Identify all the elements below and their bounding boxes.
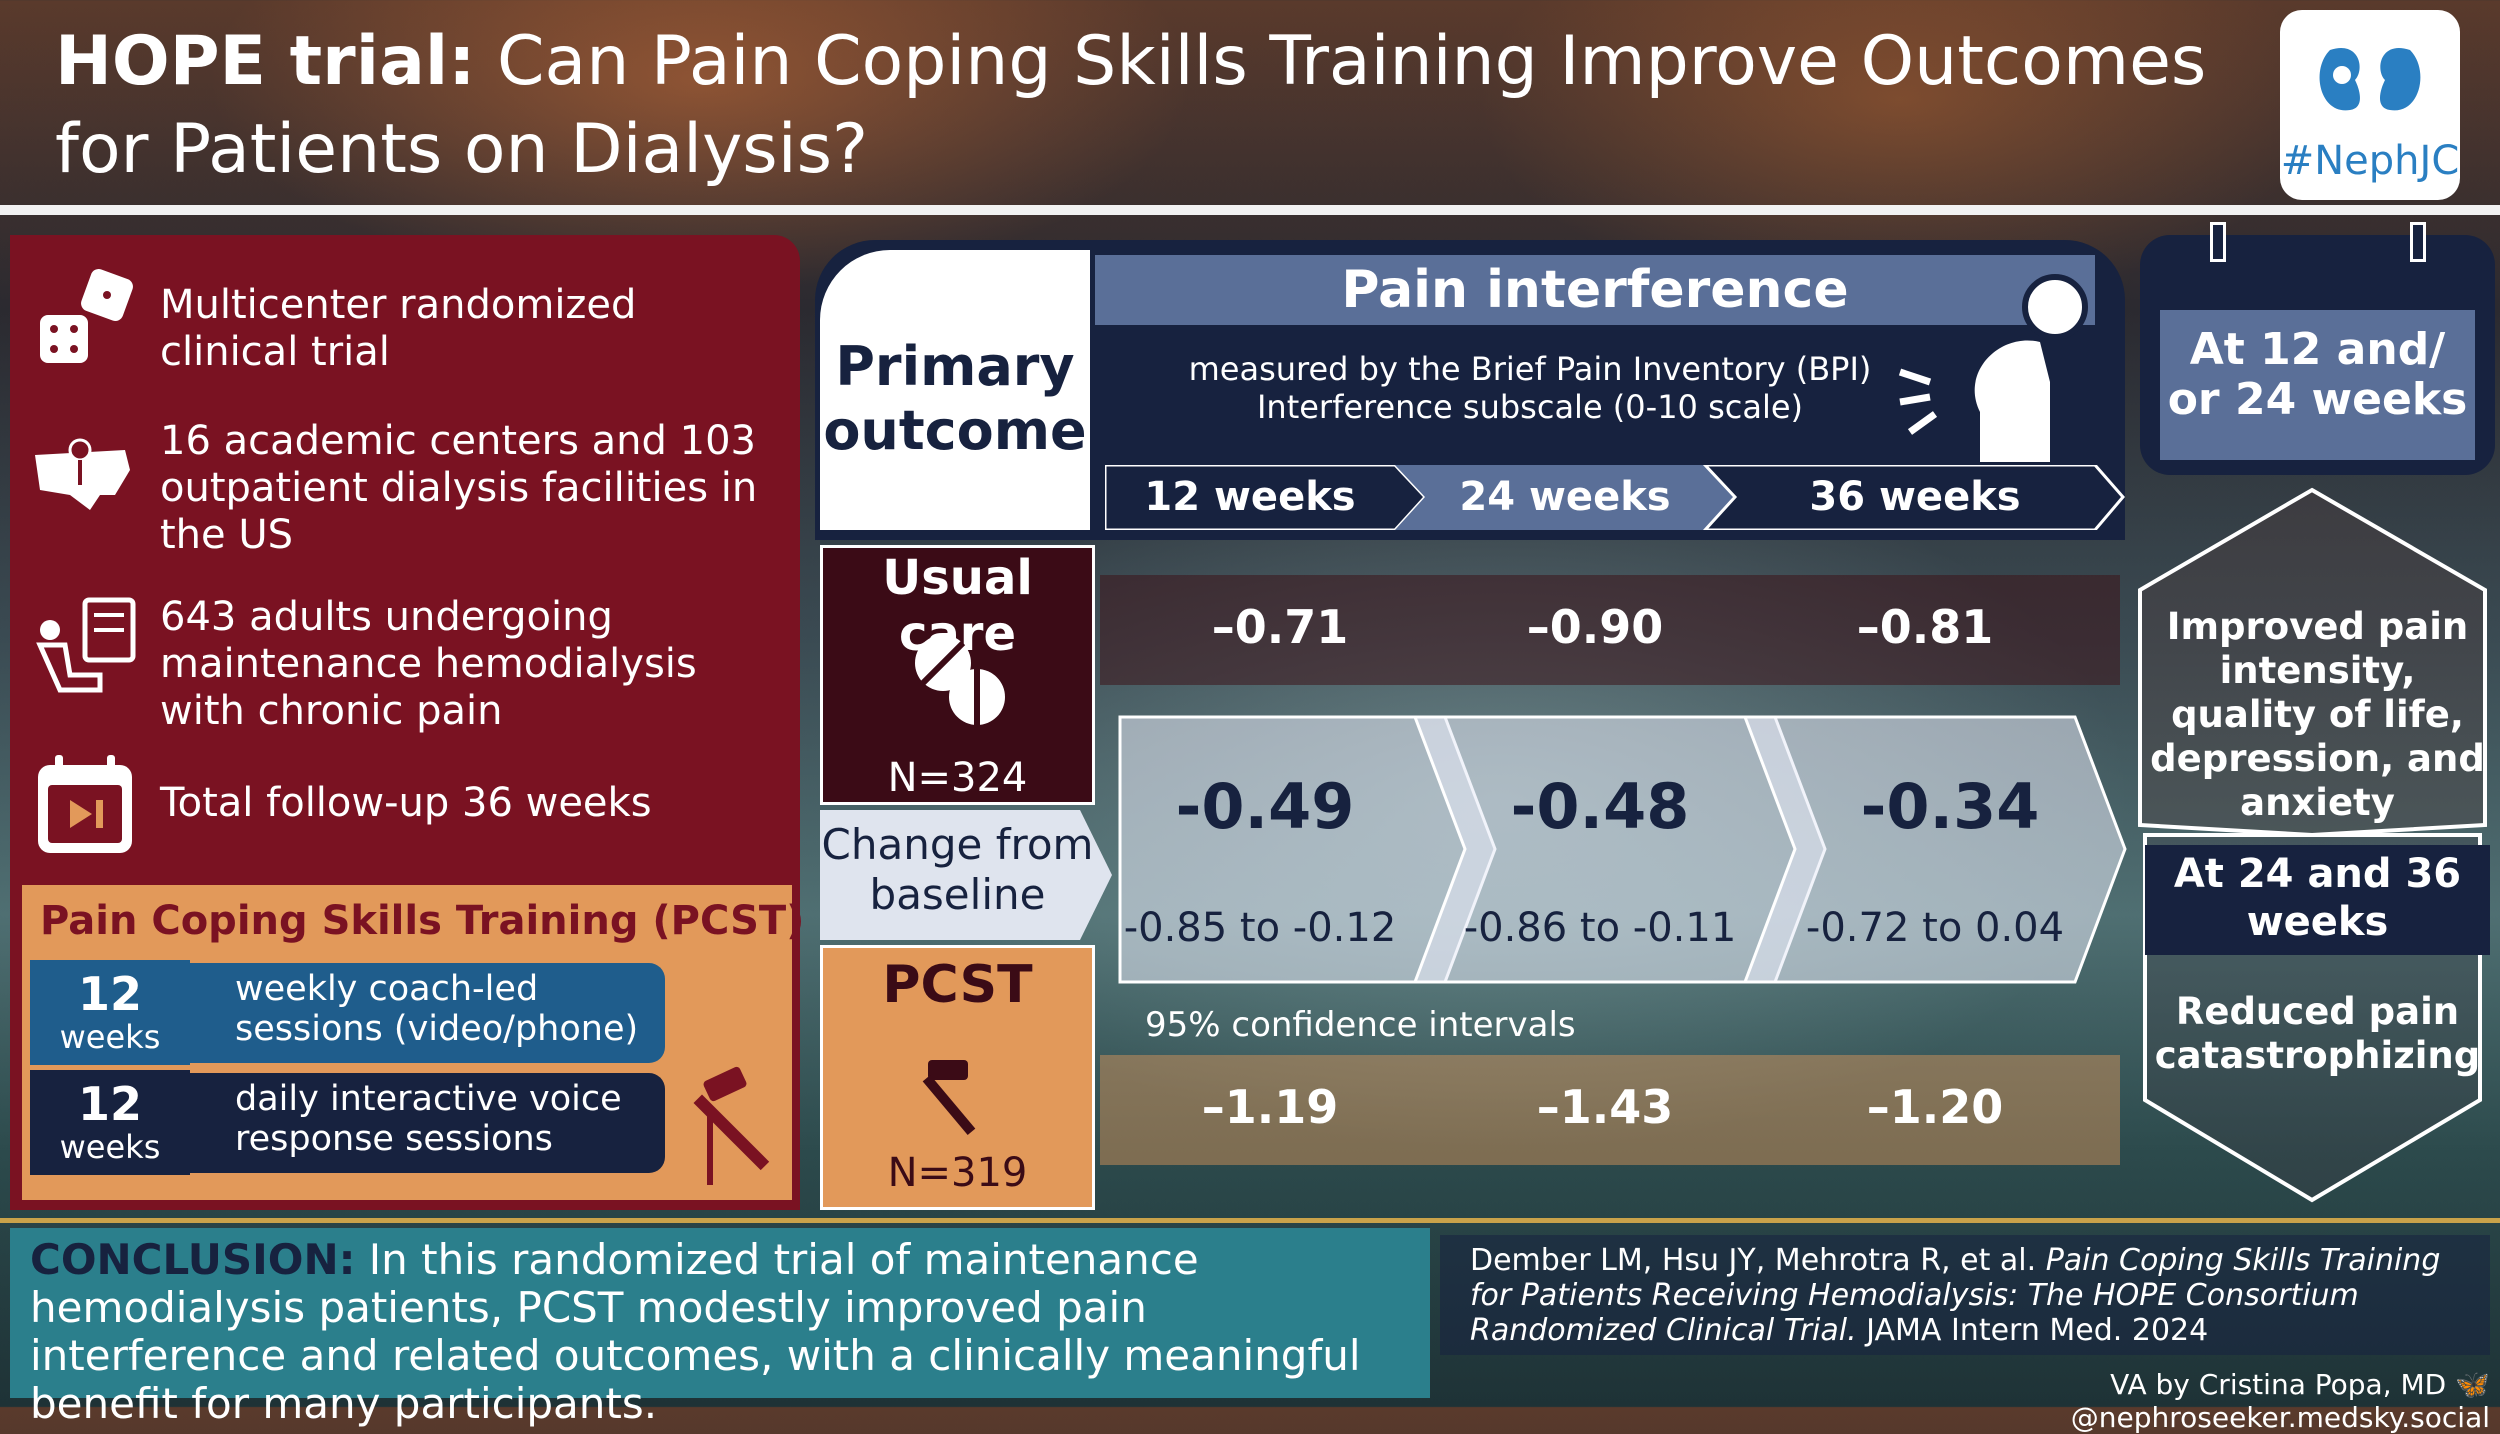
usual-care-36w: –0.81 bbox=[1856, 600, 1994, 654]
timepoint-12: 12 weeks bbox=[1144, 474, 1356, 520]
timepoint-bar: 12 weeks 24 weeks 36 weeks bbox=[1105, 465, 2125, 530]
phase1-duration: 12 weeks bbox=[30, 960, 190, 1065]
usual-care-12w: –0.71 bbox=[1211, 600, 1349, 654]
difference-24w: -0.48 bbox=[1510, 770, 1690, 843]
pcst-row bbox=[1100, 1055, 2120, 1165]
kidney-icon bbox=[2319, 47, 2421, 111]
reference-title: Pain Coping Skills Training for Patients… bbox=[1470, 1243, 2441, 1348]
phase2-unit: weeks bbox=[59, 1128, 161, 1166]
primary-outcome-label: Primary outcome bbox=[823, 335, 1087, 462]
study-sites: 16 academic centers and 103 outpatient d… bbox=[160, 418, 758, 558]
phase1-unit: weeks bbox=[59, 1018, 161, 1056]
pain-interference-title: Pain interference bbox=[1095, 255, 2095, 325]
ci-24w: -0.86 to -0.11 bbox=[1463, 905, 1737, 951]
secondary-timing-1: At 12 and/ or 24 weeks bbox=[2167, 324, 2468, 425]
study-population: 643 adults undergoing maintenance hemodi… bbox=[160, 594, 697, 734]
divider bbox=[0, 205, 2500, 215]
primary-outcome-card bbox=[820, 250, 1090, 530]
follow-up: Total follow-up 36 weeks bbox=[160, 780, 652, 826]
usual-care-n: N=324 bbox=[887, 755, 1028, 801]
usual-care-24w: –0.90 bbox=[1526, 600, 1664, 654]
secondary-result-1: Improved pain intensity, quality of life… bbox=[2150, 605, 2485, 824]
hammer-nail-icon bbox=[693, 1066, 770, 1185]
pcst-24w: –1.43 bbox=[1536, 1080, 1674, 1134]
phase1-text: weekly coach-led sessions (video/phone) bbox=[235, 969, 639, 1049]
timepoint-arrows bbox=[1105, 465, 2125, 530]
reference: Dember LM, Hsu JY, Mehrotra R, et al. Pa… bbox=[1440, 1235, 2490, 1355]
nephjc-logo: #NephJC bbox=[2280, 10, 2460, 200]
credit-author: VA by Cristina Popa, MD bbox=[2110, 1368, 2447, 1401]
study-type: Multicenter randomized clinical trial bbox=[160, 282, 637, 375]
conclusion-text: In this randomized trial of maintenance … bbox=[30, 1235, 1361, 1428]
pcst-title: Pain Coping Skills Training (PCST) bbox=[40, 898, 805, 944]
phase2-sessions: daily interactive voice response session… bbox=[190, 1073, 665, 1173]
phase1-sessions: weekly coach-led sessions (video/phone) bbox=[190, 963, 665, 1063]
ci-note: 95% confidence intervals bbox=[1145, 1005, 1576, 1045]
difference-12w: -0.49 bbox=[1175, 770, 1355, 843]
phase2-duration: 12 weeks bbox=[30, 1070, 190, 1175]
secondary-timing-2-box bbox=[2145, 845, 2490, 955]
pcst-arm-n: N=319 bbox=[887, 1150, 1028, 1196]
credit: VA by Cristina Popa, MD 🦋 @nephroseeker.… bbox=[1840, 1368, 2490, 1434]
change-from-baseline-label: Change from baseline bbox=[821, 820, 1094, 919]
phase2-number: 12 bbox=[77, 1077, 142, 1131]
pcst-arm-label: PCST bbox=[882, 955, 1033, 1015]
pcst-36w: –1.20 bbox=[1866, 1080, 2004, 1134]
reference-journal: JAMA Intern Med. 2024 bbox=[1866, 1313, 2209, 1348]
dice-icon bbox=[40, 269, 133, 363]
secondary-timing-2: At 24 and 36 weeks bbox=[2173, 851, 2462, 945]
back-pain-icon bbox=[1898, 274, 2088, 462]
logo-tag: #NephJC bbox=[2280, 138, 2460, 184]
reference-authors: Dember LM, Hsu JY, Mehrotra R, et al. bbox=[1470, 1243, 2037, 1278]
ci-12w: -0.85 to -0.12 bbox=[1123, 905, 1397, 951]
phase2-text: daily interactive voice response session… bbox=[235, 1079, 622, 1159]
usual-care-row bbox=[1100, 575, 2120, 685]
pcst-12w: –1.19 bbox=[1201, 1080, 1339, 1134]
bluesky-icon: 🦋 bbox=[2455, 1368, 2490, 1401]
timing-calendar-inner bbox=[2160, 310, 2475, 460]
title-bold: HOPE trial: bbox=[55, 22, 476, 101]
difference-36w: -0.34 bbox=[1860, 770, 2040, 843]
conclusion-box: CONCLUSION: In this randomized trial of … bbox=[10, 1228, 1430, 1428]
pcst-arm-box bbox=[820, 945, 1095, 1210]
us-map-pin-icon bbox=[35, 438, 130, 510]
pills-icon bbox=[915, 635, 1005, 725]
secondary-result-2: Reduced pain catastrophizing bbox=[2154, 990, 2481, 1077]
change-from-baseline-arrow bbox=[820, 810, 1112, 940]
page-title: HOPE trial: Can Pain Coping Skills Train… bbox=[55, 18, 2255, 194]
dialysis-patient-icon bbox=[36, 597, 136, 693]
calendar-ring-right bbox=[2410, 222, 2426, 262]
footer-rule bbox=[0, 1218, 2500, 1223]
hammer-icon bbox=[922, 1060, 976, 1136]
calendar-ring-left bbox=[2210, 222, 2226, 262]
timepoint-36: 36 weeks bbox=[1809, 474, 2021, 520]
credit-handle[interactable]: @nephroseeker.medsky.social bbox=[2070, 1401, 2490, 1434]
title-rest: Can Pain Coping Skills Training Improve … bbox=[497, 22, 2207, 101]
calendar-play-icon bbox=[38, 755, 132, 853]
ci-36w: -0.72 to 0.04 bbox=[1805, 905, 2065, 951]
title-line2: for Patients on Dialysis? bbox=[55, 110, 869, 189]
phase1-number: 12 bbox=[77, 967, 142, 1021]
difference-chevrons bbox=[1118, 715, 2127, 984]
timepoint-24: 24 weeks bbox=[1459, 474, 1671, 520]
pain-interference-measure: measured by the Brief Pain Inventory (BP… bbox=[1188, 350, 1872, 426]
conclusion-heading: CONCLUSION: bbox=[30, 1235, 356, 1284]
